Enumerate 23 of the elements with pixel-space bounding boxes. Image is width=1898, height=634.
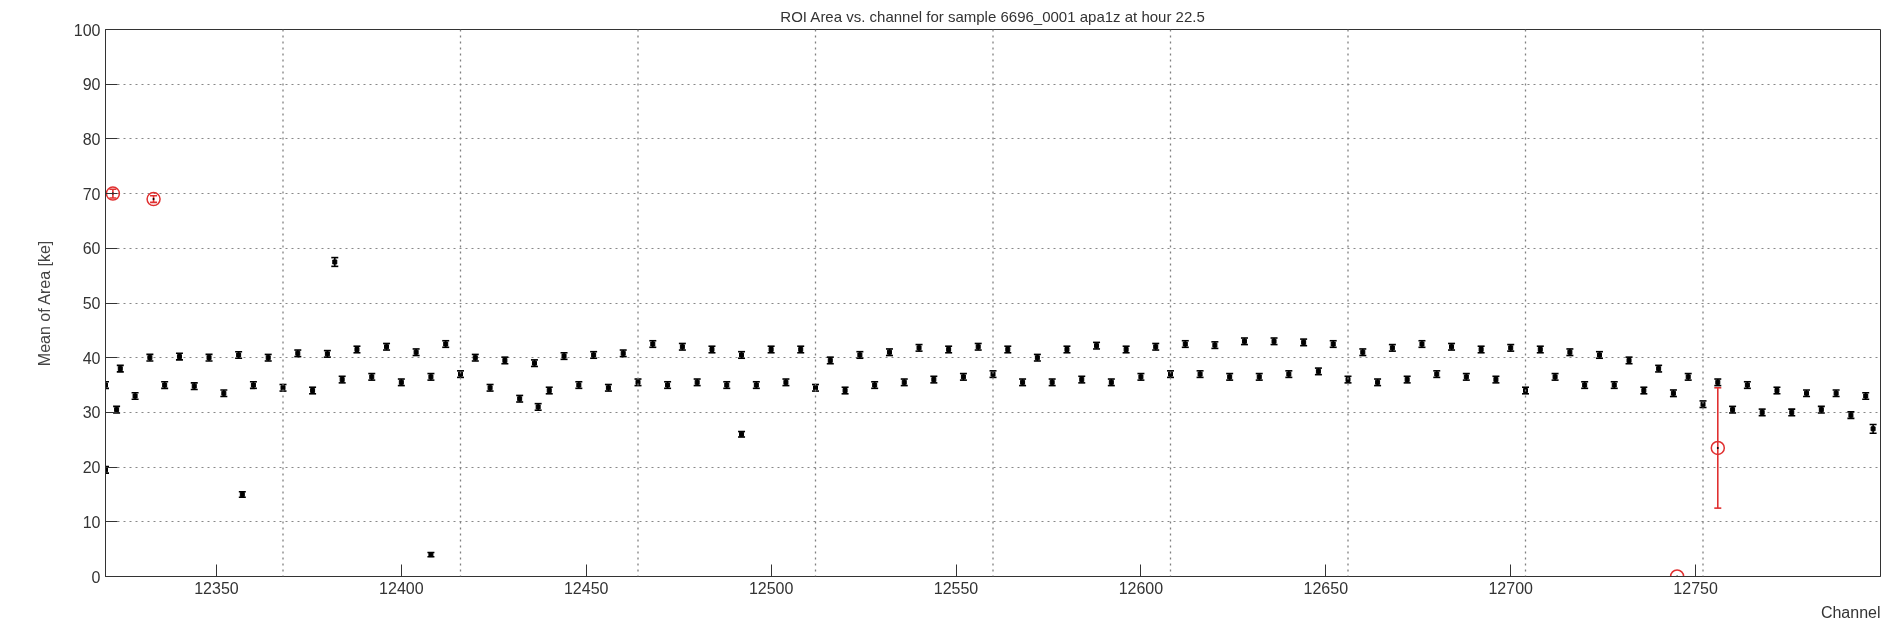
y-tick-label: 80 xyxy=(82,130,101,148)
y-tick-label: 50 xyxy=(82,295,101,312)
x-tick-label: 12650 xyxy=(1303,579,1349,597)
x-tick-label: 12550 xyxy=(933,579,979,597)
y-tick-label: 20 xyxy=(82,459,101,477)
chart-title: ROI Area vs. channel for sample 6696_0001 apa1z at hour 22.5 xyxy=(780,7,1205,25)
y-tick-label: 90 xyxy=(82,76,101,94)
y-tick-label: 60 xyxy=(82,240,101,258)
x-tick-label: 12600 xyxy=(1118,579,1164,597)
y-tick-label: 30 xyxy=(82,404,101,422)
y-axis-title: Mean of Area [ke] xyxy=(35,240,53,367)
y-tick-label: 0 xyxy=(91,568,101,586)
y-tick-label: 70 xyxy=(82,185,101,203)
x-tick-label: 12350 xyxy=(194,579,239,597)
x-axis-title: Channel xyxy=(1820,603,1881,621)
x-tick-label: 12750 xyxy=(1673,579,1718,597)
y-tick-label: 40 xyxy=(82,349,101,367)
x-tick-label: 12450 xyxy=(563,579,609,597)
x-tick-label: 12700 xyxy=(1488,579,1534,597)
y-tick-label: 100 xyxy=(73,21,101,39)
x-tick-label: 12500 xyxy=(748,579,794,597)
y-tick-label: 10 xyxy=(82,513,101,531)
x-tick-label: 12400 xyxy=(379,579,424,597)
